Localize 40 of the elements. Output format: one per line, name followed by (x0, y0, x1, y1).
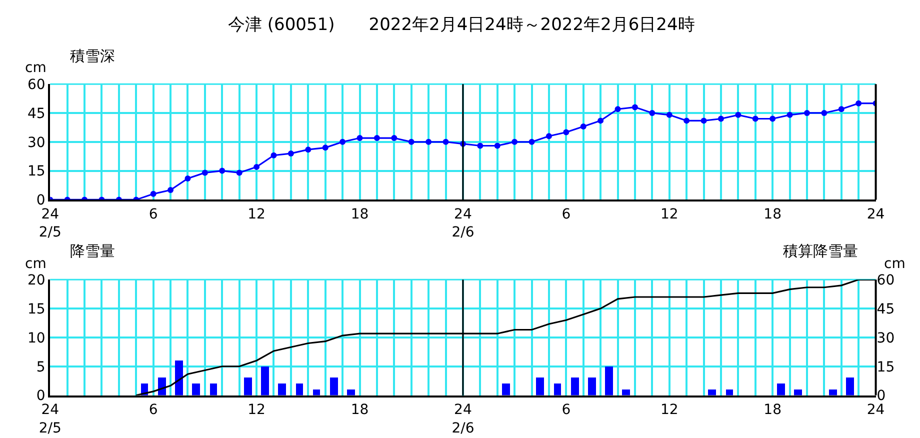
x-tick-label: 24 2/5 (38, 402, 62, 436)
chart-title: 今津 (60051) 2022年2月4日24時～2022年2月6日24時 (228, 15, 695, 35)
x-tick-label: 24 2/6 (452, 402, 474, 436)
x-tick-label: 12 (248, 206, 266, 222)
y-tick-label: 15 (28, 301, 46, 318)
x-tick-label: 6 (148, 206, 158, 222)
x-tick-label: 6 (148, 402, 158, 418)
y2-tick-label: 0 (876, 388, 886, 404)
y-tick-label: 45 (28, 106, 46, 122)
y-tick-label: 60 (28, 76, 46, 93)
y2-tick-label: 45 (876, 301, 895, 318)
y-tick-label: 20 (28, 272, 46, 289)
x-tick-label: 12 (660, 206, 678, 222)
x-tick-label: 12 (248, 402, 266, 418)
y-tick-label: 5 (36, 359, 46, 376)
x-tick-label: 6 (562, 206, 571, 222)
y2-axis-title: cm (884, 256, 906, 272)
text: 積雪深 (70, 47, 115, 65)
x-tick-label: 24 (866, 206, 885, 222)
text: 降雪量 (70, 242, 115, 260)
y-tick-label: 0 (36, 388, 46, 404)
text: 積算降雪量 (783, 242, 858, 260)
y-tick-label: 0 (36, 192, 46, 209)
y2-tick-label: 15 (876, 359, 895, 376)
x-tick-label: 18 (350, 402, 369, 418)
y2-tick-label: 60 (876, 272, 895, 289)
y-axis-title: cm (25, 256, 46, 272)
x-tick-label: 24 (866, 402, 885, 418)
y-tick-label: 10 (28, 330, 46, 346)
x-tick-label: 24 2/6 (452, 206, 474, 241)
y2-tick-label: 30 (876, 330, 895, 346)
x-tick-label: 18 (350, 206, 369, 222)
y-axis-title: cm (25, 60, 46, 76)
y-tick-label: 30 (28, 134, 46, 151)
x-tick-label: 18 (764, 206, 782, 222)
x-tick-label: 18 (764, 402, 782, 418)
x-tick-label: 6 (562, 402, 571, 418)
x-tick-label: 12 (660, 402, 678, 418)
y-tick-label: 15 (28, 164, 46, 180)
x-tick-label: 24 2/5 (38, 206, 62, 241)
